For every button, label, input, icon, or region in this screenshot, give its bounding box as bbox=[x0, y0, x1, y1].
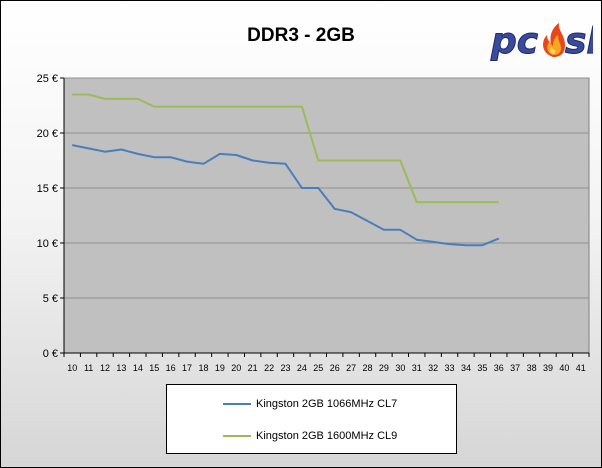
xtick-label-32: 32 bbox=[428, 363, 438, 373]
xtick-label-40: 40 bbox=[559, 363, 569, 373]
xtick-label-41: 41 bbox=[576, 363, 586, 373]
xtick-label-20: 20 bbox=[231, 363, 241, 373]
xtick-label-16: 16 bbox=[166, 363, 176, 373]
chart-title: DDR3 - 2GB bbox=[247, 25, 355, 46]
pcask-logo: pc sk bbox=[490, 21, 594, 62]
logo-text-left: pc bbox=[490, 21, 538, 61]
xtick-label-31: 31 bbox=[412, 363, 422, 373]
xtick-label-39: 39 bbox=[543, 363, 553, 373]
xtick-label-33: 33 bbox=[445, 363, 455, 373]
xtick-label-30: 30 bbox=[395, 363, 405, 373]
xtick-label-21: 21 bbox=[248, 363, 258, 373]
xtick-label-36: 36 bbox=[494, 363, 504, 373]
series-line-0 bbox=[72, 144, 500, 247]
logo-text-right: sk bbox=[565, 21, 593, 61]
legend-label-1600: Kingston 2GB 1600MHz CL9 bbox=[256, 430, 398, 442]
series-line-1 bbox=[72, 93, 499, 204]
xtick-label-18: 18 bbox=[198, 363, 208, 373]
legend-item-1600: Kingston 2GB 1600MHz CL9 bbox=[223, 428, 397, 444]
xtick-label-29: 29 bbox=[379, 363, 389, 373]
xtick-label-37: 37 bbox=[510, 363, 520, 373]
ytick-label-20: 20 € bbox=[37, 128, 58, 140]
plot-area bbox=[63, 77, 590, 354]
legend-label-1066: Kingston 2GB 1066MHz CL7 bbox=[256, 398, 398, 410]
xtick-label-22: 22 bbox=[264, 363, 274, 373]
xtick-label-34: 34 bbox=[461, 363, 471, 373]
ytick-label-10: 10 € bbox=[37, 238, 58, 250]
flame-icon bbox=[543, 23, 565, 57]
xtick-label-11: 11 bbox=[84, 363, 93, 373]
legend-swatch-1066 bbox=[223, 403, 251, 405]
ytick-label-5: 5 € bbox=[43, 293, 58, 305]
line-chart: 0 € 5 € 10 € 15 € 20 € 25 € 10 11 12 13 14 15 16 17 1… bbox=[37, 73, 590, 373]
xtick-label-24: 24 bbox=[297, 363, 307, 373]
xtick-label-38: 38 bbox=[527, 363, 537, 373]
legend-item-1066: Kingston 2GB 1066MHz CL7 bbox=[223, 396, 397, 412]
xtick-label-35: 35 bbox=[477, 363, 487, 373]
xtick-label-25: 25 bbox=[313, 363, 323, 373]
xtick-label-26: 26 bbox=[330, 363, 340, 373]
xtick-label-12: 12 bbox=[100, 363, 110, 373]
legend-swatch-1600 bbox=[223, 435, 251, 437]
ytick-label-25: 25 € bbox=[37, 73, 58, 85]
xtick-label-15: 15 bbox=[149, 363, 159, 373]
xtick-label-10: 10 bbox=[67, 363, 77, 373]
ytick-label-0: 0 € bbox=[43, 348, 58, 360]
xtick-label-13: 13 bbox=[116, 363, 126, 373]
xtick-label-17: 17 bbox=[182, 363, 192, 373]
xtick-label-27: 27 bbox=[346, 363, 356, 373]
xtick-label-14: 14 bbox=[133, 363, 143, 373]
xtick-label-19: 19 bbox=[215, 363, 225, 373]
ytick-label-15: 15 € bbox=[37, 183, 58, 195]
xtick-label-28: 28 bbox=[363, 363, 373, 373]
xtick-label-23: 23 bbox=[280, 363, 290, 373]
chart-legend: Kingston 2GB 1066MHz CL7 Kingston 2GB 16… bbox=[166, 384, 457, 454]
